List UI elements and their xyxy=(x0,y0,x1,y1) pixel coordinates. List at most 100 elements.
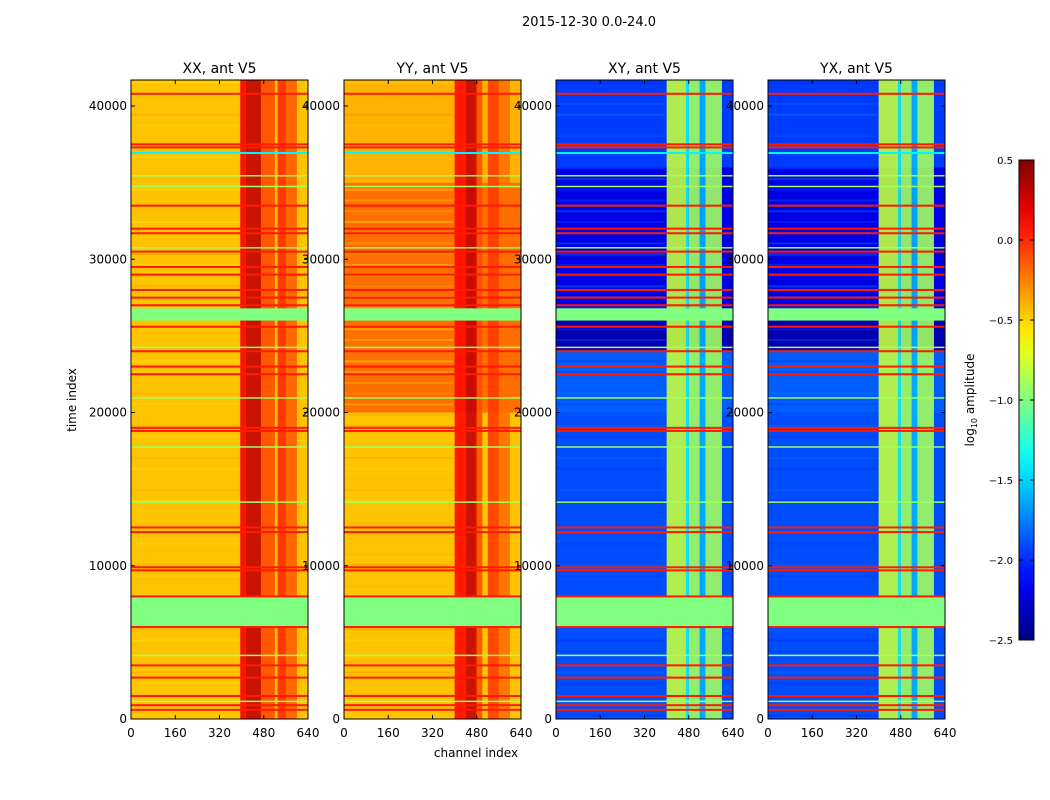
flagged-row-red xyxy=(556,365,733,368)
heatmap-texture-row xyxy=(344,499,454,502)
flagged-row-green xyxy=(344,446,521,448)
flagged-row-green xyxy=(768,700,945,703)
heatmap-texture-row xyxy=(344,650,454,653)
heatmap-texture-row xyxy=(556,660,666,663)
flagged-row-green xyxy=(131,446,308,448)
flagged-row-red xyxy=(344,626,521,629)
heatmap-channel-band xyxy=(685,80,689,719)
flagged-row-red xyxy=(131,350,308,353)
heatmap-texture-row xyxy=(556,188,666,191)
heatmap-channel-band xyxy=(487,80,499,719)
heatmap-texture-row xyxy=(344,199,454,202)
flagged-row-red xyxy=(768,250,945,253)
y-tick-label: 0 xyxy=(119,712,127,726)
flagged-row-red xyxy=(344,569,521,572)
heatmap-texture-row xyxy=(768,403,878,406)
colorbar-label-rest: amplitude xyxy=(963,354,977,418)
flagged-row-red xyxy=(344,350,521,353)
heatmap-channel-band xyxy=(705,80,722,719)
heatmap-texture-row xyxy=(344,102,454,105)
heatmap-texture-row xyxy=(556,414,666,417)
colorbar-tick-label: −2.0 xyxy=(989,556,1013,567)
x-tick-label: 160 xyxy=(801,726,824,740)
y-tick-label: 20000 xyxy=(302,406,340,420)
heatmap-texture-row xyxy=(344,135,454,138)
heatmap-image xyxy=(556,80,733,719)
x-tick-label: 320 xyxy=(421,726,444,740)
heatmap-texture-row xyxy=(556,403,666,406)
heatmap-texture-row xyxy=(131,135,241,138)
flagged-row-red xyxy=(344,595,521,598)
flagged-row-green xyxy=(556,397,733,399)
flagged-row-red xyxy=(556,566,733,569)
heatmap-texture-row xyxy=(768,585,878,588)
flagged-row-red xyxy=(131,373,308,376)
heatmap-texture-row xyxy=(768,360,878,363)
flagged-row-red xyxy=(344,429,521,432)
heatmap-texture-row xyxy=(556,306,666,309)
heatmap-texture-row xyxy=(768,650,878,653)
heatmap-texture-row xyxy=(131,403,241,406)
heatmap-texture-row xyxy=(768,306,878,309)
flagged-block xyxy=(768,596,945,628)
heatmap-texture-row xyxy=(768,456,878,459)
heatmap-texture-row xyxy=(556,456,666,459)
heatmap-texture-row xyxy=(344,682,454,685)
heatmap-texture-row xyxy=(768,435,878,438)
heatmap-texture-row xyxy=(131,414,241,417)
flagged-row-red xyxy=(768,626,945,629)
flagged-row-red xyxy=(768,365,945,368)
heatmap-texture-row xyxy=(768,682,878,685)
heatmap-texture-row xyxy=(768,692,878,695)
heatmap-texture-row xyxy=(556,360,666,363)
flagged-row-red xyxy=(556,143,733,146)
flagged-row-red xyxy=(768,304,945,307)
flagged-row-red xyxy=(556,569,733,572)
panel-title: YY, ant V5 xyxy=(396,61,469,77)
heatmap-texture-row xyxy=(131,392,241,395)
flagged-row-green xyxy=(556,175,733,177)
flagged-row-green xyxy=(131,346,308,349)
flagged-row-green xyxy=(556,700,733,703)
heatmap-texture-row xyxy=(768,371,878,374)
flagged-row-green xyxy=(556,247,733,249)
heatmap-texture-row xyxy=(768,671,878,674)
flagged-row-green xyxy=(131,654,308,657)
heatmap-texture-row xyxy=(556,263,666,266)
heatmap-texture-row xyxy=(131,210,241,213)
x-tick-label: 640 xyxy=(934,726,957,740)
flagged-row-green xyxy=(344,397,521,399)
flagged-row-red xyxy=(131,265,308,268)
x-tick-label: 640 xyxy=(297,726,320,740)
heatmap-texture-row xyxy=(131,628,241,631)
flagged-row-green xyxy=(556,346,733,349)
flagged-row-red xyxy=(556,250,733,253)
y-axis-label: time index xyxy=(65,368,79,432)
flagged-row-red xyxy=(556,676,733,679)
flagged-row-green xyxy=(768,346,945,349)
heatmap-texture-row xyxy=(768,553,878,556)
flagged-block xyxy=(344,308,521,321)
heatmap-channel-band xyxy=(277,80,286,719)
heatmap-texture-row xyxy=(131,671,241,674)
flagged-row-red xyxy=(131,273,308,276)
heatmap-texture-row xyxy=(768,392,878,395)
heatmap-channel-band xyxy=(897,80,901,719)
flagged-row-red xyxy=(556,273,733,276)
heatmap-texture-row xyxy=(131,692,241,695)
x-tick-label: 480 xyxy=(889,726,912,740)
heatmap-texture-row xyxy=(556,424,666,427)
flagged-block xyxy=(556,308,733,321)
flagged-row-red xyxy=(131,296,308,299)
heatmap-texture-row xyxy=(556,553,666,556)
heatmap-channel-band xyxy=(260,80,275,719)
heatmap-texture-row xyxy=(556,102,666,105)
heatmap-texture-row xyxy=(131,585,241,588)
flagged-row-green xyxy=(131,185,308,188)
heatmap-texture-row xyxy=(768,660,878,663)
heatmap-texture-row xyxy=(556,328,666,331)
heatmap-texture-row xyxy=(556,242,666,245)
heatmap-texture-row xyxy=(344,263,454,266)
heatmap-channel-band xyxy=(454,80,466,719)
